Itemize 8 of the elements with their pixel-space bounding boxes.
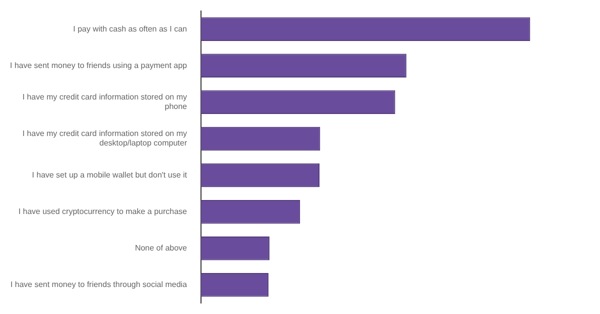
y-tick-label: None of above	[134, 244, 188, 253]
y-tick-label: I have sent money to friends through social media	[10, 280, 188, 290]
y-tick-label: I have sent money to friends using a payment app	[10, 60, 188, 70]
y-tick-label: I pay with cash as often as I can	[73, 24, 187, 34]
y-tick-label: I have used cryptocurrency to make a purchase	[18, 207, 188, 216]
y-tick-label: I have my credit card information stored on my desktop/laptop computer	[22, 129, 188, 148]
y-tick-label: I have set up a mobile wallet but don't use it	[32, 170, 188, 180]
y-tick-label: I have my credit card information stored on my phone	[22, 92, 188, 112]
